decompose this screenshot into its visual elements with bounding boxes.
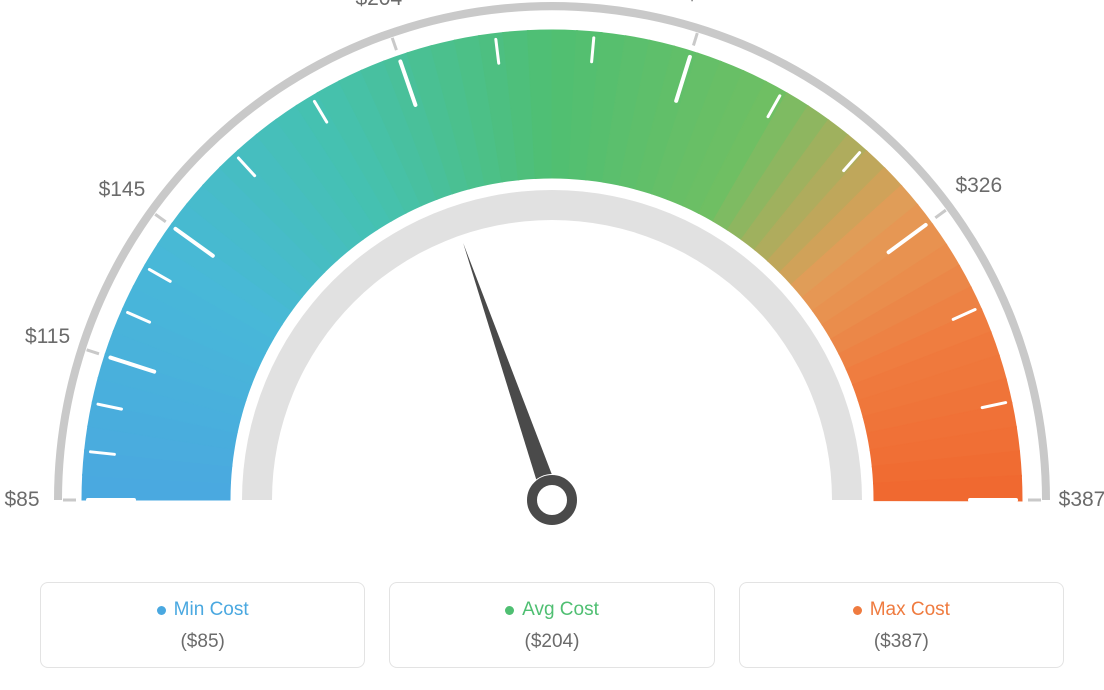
gauge-tick-label: $115	[25, 325, 70, 349]
gauge-tick-label: $326	[955, 174, 1002, 198]
cost-gauge-widget: $85 $115 $145 $204 $265 $326 $387 Min Cost ($8…	[0, 0, 1104, 690]
legend-title-min: Min Cost	[157, 599, 249, 621]
legend-title-text: Min Cost	[174, 599, 249, 621]
legend-card-min: Min Cost ($85)	[40, 582, 365, 668]
dot-icon	[505, 606, 514, 615]
legend-title-text: Max Cost	[870, 599, 950, 621]
dot-icon	[853, 606, 862, 615]
legend-card-max: Max Cost ($387)	[739, 582, 1064, 668]
legend-title-text: Avg Cost	[522, 599, 599, 621]
legend-card-avg: Avg Cost ($204)	[389, 582, 714, 668]
gauge-tick-label: $204	[355, 0, 402, 11]
gauge-tick-label: $145	[99, 178, 146, 202]
legend-title-max: Max Cost	[853, 599, 950, 621]
dot-icon	[157, 606, 166, 615]
gauge-tick-label: $387	[1059, 488, 1104, 512]
gauge-svg	[0, 0, 1104, 560]
legend-row: Min Cost ($85) Avg Cost ($204) Max Cost …	[40, 582, 1064, 668]
gauge-tick-label: $85	[4, 488, 39, 512]
legend-value-min: ($85)	[51, 631, 354, 653]
gauge-tick-label: $265	[686, 0, 733, 6]
legend-value-avg: ($204)	[400, 631, 703, 653]
legend-value-max: ($387)	[750, 631, 1053, 653]
legend-title-avg: Avg Cost	[505, 599, 599, 621]
gauge-area: $85 $115 $145 $204 $265 $326 $387	[0, 0, 1104, 560]
